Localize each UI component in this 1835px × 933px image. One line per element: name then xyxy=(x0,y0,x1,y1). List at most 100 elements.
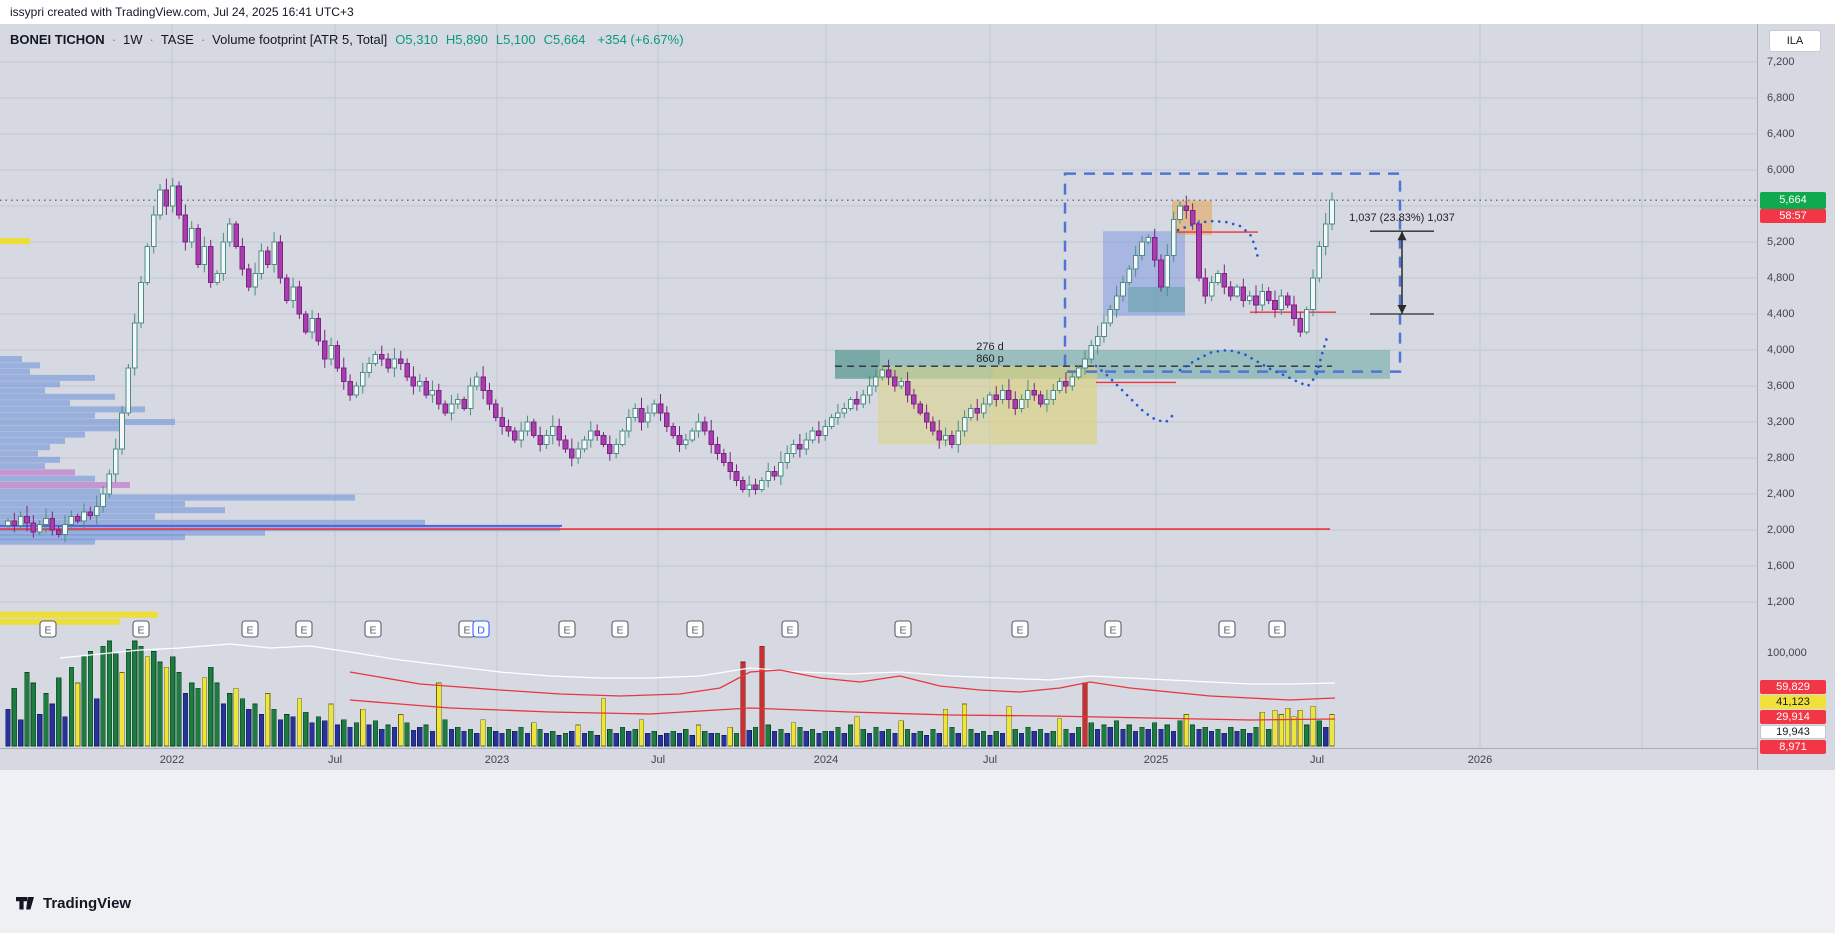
candle-body xyxy=(480,376,486,391)
volume-profile-bar xyxy=(0,618,120,625)
candle-body xyxy=(512,430,518,441)
support-zone-box[interactable] xyxy=(835,350,1390,379)
unit-selector[interactable]: ILA xyxy=(1769,30,1821,52)
earnings-badge[interactable] xyxy=(1268,620,1286,638)
volume-bar xyxy=(632,728,638,747)
volume-bar xyxy=(1139,726,1145,747)
earnings-badge[interactable] xyxy=(1104,620,1122,638)
candle-body xyxy=(17,516,24,526)
accumulation-box[interactable] xyxy=(878,366,1097,445)
volume-profile-bar xyxy=(0,500,185,507)
volume-bar xyxy=(892,733,898,747)
volume-profile-bar xyxy=(0,437,65,444)
earnings-badge[interactable] xyxy=(558,620,576,638)
candle-body xyxy=(81,511,87,522)
volume-bar xyxy=(974,733,980,747)
tradingview-logo[interactable]: TradingView xyxy=(14,892,131,914)
candle-body xyxy=(1139,241,1145,256)
price-tick: 6,400 xyxy=(1767,128,1795,140)
symbol-title[interactable]: BONEI TICHON xyxy=(10,32,105,47)
earnings-badge[interactable] xyxy=(39,620,57,638)
candle-body xyxy=(936,430,943,441)
candle-body xyxy=(600,435,607,445)
earnings-badge-letter: E xyxy=(463,625,470,637)
breakout-box-inner[interactable] xyxy=(1128,287,1185,313)
candle-body xyxy=(803,439,810,450)
candle-body xyxy=(1196,223,1202,279)
volume-bar xyxy=(75,682,81,747)
volume-bar xyxy=(651,730,657,747)
earnings-badge[interactable] xyxy=(894,620,912,638)
candle-body xyxy=(486,390,493,405)
earnings-badge[interactable] xyxy=(1218,620,1236,638)
earnings-badge[interactable] xyxy=(364,620,382,638)
candle-body xyxy=(169,185,176,207)
volume-bar xyxy=(455,726,461,747)
candle-body xyxy=(822,426,829,436)
time-tick: Jul xyxy=(982,754,998,766)
candle-body xyxy=(49,517,56,531)
candle-body xyxy=(556,426,562,441)
candle-body xyxy=(1101,322,1107,337)
earnings-badge[interactable] xyxy=(686,620,704,638)
earnings-badge[interactable] xyxy=(781,620,799,638)
accumulation-box-right[interactable] xyxy=(993,366,1097,445)
volume-bar xyxy=(1278,714,1284,747)
volume-bar xyxy=(303,712,309,747)
candle-body xyxy=(1221,273,1228,288)
volume-bar xyxy=(955,733,961,747)
range-note-days: 276 d xyxy=(976,341,1004,353)
volume-bar xyxy=(1177,720,1183,747)
time-axis[interactable]: Jul2022Jul2023Jul2024Jul2025Jul2026 xyxy=(0,748,1757,770)
dotted-annotation-path[interactable] xyxy=(1178,332,1330,388)
support-zone-box-left[interactable] xyxy=(835,350,880,379)
volume-bar xyxy=(360,708,366,747)
volume-bar xyxy=(531,722,537,747)
volume-bar xyxy=(163,666,169,747)
candle-body xyxy=(1120,282,1126,297)
dotted-annotation-path[interactable] xyxy=(1094,364,1176,424)
earnings-badge[interactable] xyxy=(132,620,150,638)
earnings-badge[interactable] xyxy=(1011,620,1029,638)
volume-profile-bar xyxy=(0,463,45,470)
volume-bar xyxy=(1316,720,1322,747)
price-axis[interactable]: ILA 7,200 6,800 6,400 6,000 5,200 4,800 4,400 4… xyxy=(1757,24,1835,770)
candle-body xyxy=(195,228,201,265)
volume-bar xyxy=(664,733,670,747)
candle-body xyxy=(1246,295,1253,301)
candle-body xyxy=(1234,286,1240,297)
earnings-badge[interactable] xyxy=(241,620,259,638)
candle-body xyxy=(898,381,905,387)
volume-bar xyxy=(410,729,417,747)
volume-bar xyxy=(157,661,163,747)
candle-body xyxy=(397,358,404,364)
volume-bar xyxy=(879,730,885,747)
earnings-badge-letter: E xyxy=(1223,625,1230,637)
candle-body xyxy=(854,399,860,405)
volume-bar xyxy=(125,649,131,747)
time-tick: Jul xyxy=(327,754,343,766)
dotted-annotation-path[interactable] xyxy=(1176,219,1260,260)
indicator-label[interactable]: Volume footprint [ATR 5, Total] xyxy=(212,32,388,47)
volume-bar xyxy=(594,735,600,747)
earnings-badge-letter: E xyxy=(563,625,570,637)
volume-profile-bar xyxy=(0,431,85,438)
volume-bar xyxy=(296,698,303,747)
volume-bar xyxy=(258,714,265,747)
volume-bar xyxy=(581,733,588,747)
volume-bar xyxy=(208,666,214,747)
candle-body xyxy=(1329,199,1335,225)
candle-body xyxy=(1310,277,1316,310)
candle-body xyxy=(1227,286,1234,297)
candle-body xyxy=(721,453,727,463)
candle-body xyxy=(245,268,252,288)
candle-body xyxy=(366,363,372,373)
volume-bar xyxy=(854,716,860,747)
earnings-badge[interactable] xyxy=(611,620,629,638)
interval-label[interactable]: 1W xyxy=(122,32,143,47)
volume-bar xyxy=(575,724,581,747)
dividend-badge[interactable] xyxy=(472,620,490,638)
volume-bar xyxy=(170,656,176,747)
earnings-badge[interactable] xyxy=(295,620,313,638)
